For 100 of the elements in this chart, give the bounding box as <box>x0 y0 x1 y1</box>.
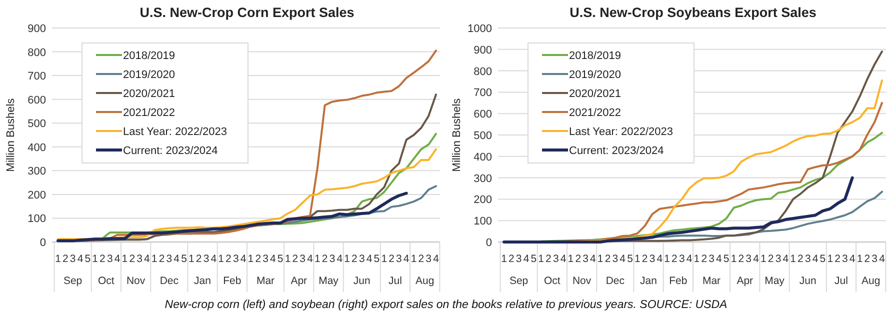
x-tick-label: 1 <box>284 253 291 265</box>
x-tick-label: 4 <box>620 253 626 265</box>
y-tick-label: 600 <box>474 108 492 121</box>
x-tick-label: 5 <box>627 253 634 265</box>
text: Jul <box>388 275 402 287</box>
x-tick-label: 1 <box>218 253 224 265</box>
x-tick-label: 2 <box>701 253 708 265</box>
x-tick-label: 3 <box>842 253 848 265</box>
x-tick-label: 5 <box>181 253 188 265</box>
legend-label: Last Year: 2022/2023 <box>569 126 673 138</box>
x-tick-label: 4 <box>849 253 856 265</box>
x-tick-label: 1 <box>314 253 320 265</box>
x-tick-label: 3 <box>552 253 559 265</box>
x-tick-label: 1 <box>55 253 62 265</box>
x-tick-label: 3 <box>136 253 143 265</box>
x-tick-label: 2 <box>292 253 298 265</box>
x-tick-label: 4 <box>782 253 789 265</box>
text: Jan <box>194 275 212 287</box>
x-tick-label: 1 <box>344 253 350 265</box>
legend-label: 2019/2020 <box>123 69 175 81</box>
y-tick-label: 700 <box>474 87 492 100</box>
text: Mar <box>256 275 276 287</box>
text: New-crop corn (left) and soybean (right) export sales on the books relative to previous years. SOURCE: USDA <box>164 299 728 311</box>
x-tick-label: 3 <box>804 253 811 265</box>
x-tick-label: 3 <box>70 253 76 265</box>
x-tick-label: 4 <box>336 253 343 265</box>
x-tick-label: 2 <box>834 253 841 265</box>
x-tick-label: 4 <box>753 253 760 265</box>
text: Jun <box>353 275 371 287</box>
x-tick-label: 2 <box>100 253 106 265</box>
x-tick-label: 3 <box>872 253 878 265</box>
x-tick-label: 1 <box>188 253 194 265</box>
x-tick-label: 3 <box>649 253 656 265</box>
text: Oct <box>544 275 560 287</box>
x-tick-label: 3 <box>203 253 210 265</box>
x-tick-label: 1 <box>634 253 640 265</box>
x-tick-label: 2 <box>508 253 514 265</box>
line-series <box>57 148 437 240</box>
x-tick-label: 4 <box>77 253 84 265</box>
x-tick-label: 4 <box>523 253 530 265</box>
text: Jun <box>799 275 817 287</box>
x-tick-label: 1 <box>92 253 98 265</box>
x-tick-label: 2 <box>196 253 202 265</box>
legend-label: 2020/2021 <box>123 88 175 100</box>
text: Mar <box>702 275 722 287</box>
x-tick-label: 1 <box>790 253 796 265</box>
y-tick-label: 300 <box>28 166 46 178</box>
legend-label: Current: 2023/2024 <box>569 145 664 157</box>
x-tick-label: 4 <box>812 253 818 265</box>
x-tick-label: 1 <box>694 253 700 265</box>
x-tick-label: 3 <box>166 253 172 265</box>
legend-label: 2021/2022 <box>569 107 621 119</box>
x-tick-label: 4 <box>270 253 276 265</box>
text: May <box>318 275 340 287</box>
x-tick-label: 4 <box>656 253 663 265</box>
y-tick-label: 1000 <box>468 23 492 35</box>
y-tick-label: 400 <box>474 151 492 164</box>
x-tick-label: 3 <box>746 253 752 265</box>
x-tick-label: 1 <box>410 253 417 265</box>
x-tick-label: 3 <box>106 253 113 265</box>
x-tick-label: 5 <box>820 253 826 265</box>
x-tick-label: 2 <box>798 253 804 265</box>
x-tick-label: 3 <box>300 253 306 265</box>
x-tick-label: 4 <box>590 253 596 265</box>
x-tick-label: 2 <box>226 253 232 265</box>
text: Feb <box>223 275 242 287</box>
x-tick-label: 4 <box>174 253 180 265</box>
y-tick-label: 600 <box>28 94 46 106</box>
x-tick-label: 3 <box>329 253 336 265</box>
text: Jul <box>834 275 848 287</box>
chart-title: U.S. New-Crop Soybeans Export Sales <box>570 5 816 20</box>
x-tick-label: 2 <box>575 253 582 265</box>
x-tick-label: 2 <box>768 253 774 265</box>
x-tick-label: 1 <box>760 253 766 265</box>
y-tick-label: 500 <box>28 118 46 130</box>
y-tick-label: 100 <box>474 216 492 228</box>
x-tick-label: 5 <box>374 253 380 265</box>
x-tick-label: 2 <box>129 253 136 265</box>
text: Feb <box>669 275 688 287</box>
x-tick-label: 1 <box>501 253 508 265</box>
x-tick-label: 2 <box>672 253 678 265</box>
y-tick-label: 0 <box>40 237 46 249</box>
x-tick-label: 2 <box>604 253 611 265</box>
x-tick-label: 4 <box>114 253 120 265</box>
y-tick-label: 200 <box>474 194 492 206</box>
x-tick-label: 4 <box>240 253 246 265</box>
x-tick-label: 5 <box>84 253 91 265</box>
x-tick-label: 1 <box>248 253 254 265</box>
legend-label: 2019/2020 <box>569 69 621 81</box>
chart-title: U.S. New-Crop Corn Export Sales <box>140 5 354 20</box>
x-tick-label: 4 <box>686 253 692 265</box>
x-tick-label: 3 <box>678 253 685 265</box>
legend-label: 2021/2022 <box>123 107 175 119</box>
legend-label: Current: 2023/2024 <box>123 145 218 157</box>
x-tick-label: 5 <box>277 253 284 265</box>
legend-label: Last Year: 2022/2023 <box>123 126 227 138</box>
x-tick-label: 4 <box>403 253 410 265</box>
x-tick-label: 2 <box>352 253 358 265</box>
x-tick-label: 3 <box>612 253 618 265</box>
x-tick-label: 2 <box>642 253 648 265</box>
